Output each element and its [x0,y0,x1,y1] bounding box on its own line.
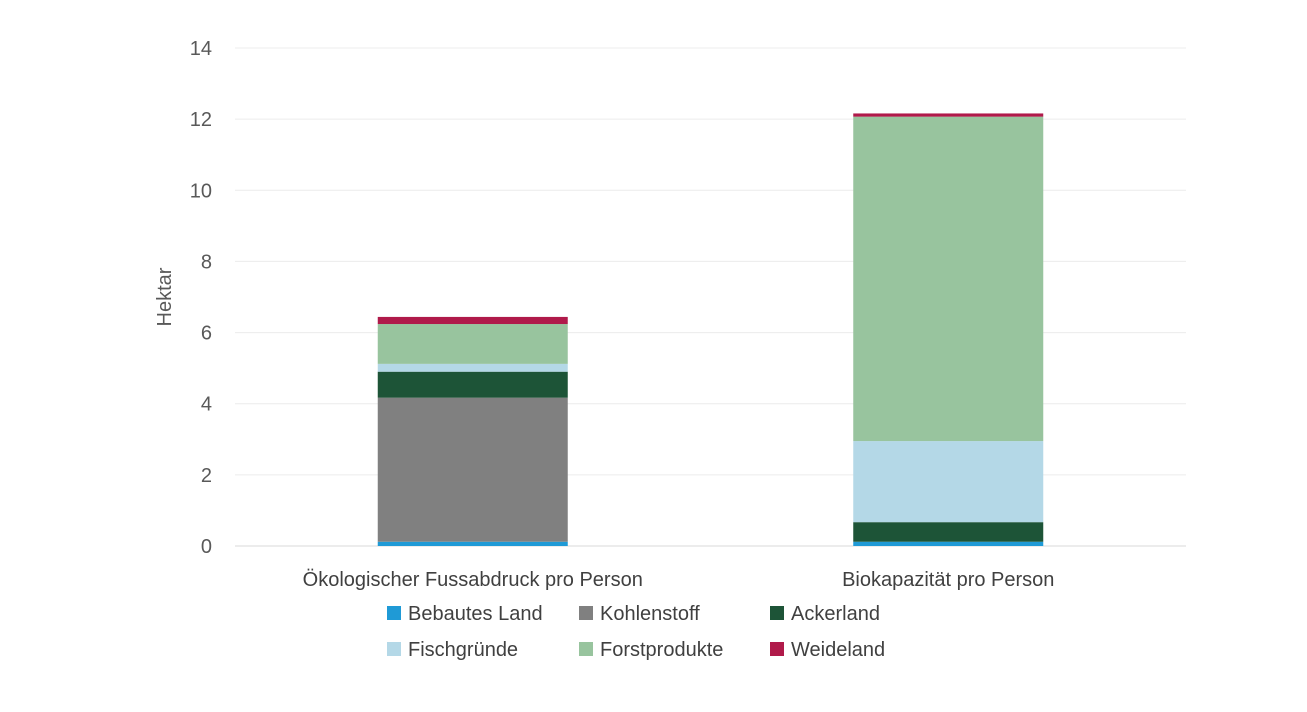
x-axis-categories: Ökologischer Fussabdruck pro Person Bioka… [303,569,1055,591]
legend-item: Bebautes Land [387,603,543,625]
bar-segment [377,397,568,542]
legend-item: Weideland [770,639,885,661]
y-tick-label: 8 [201,251,212,273]
gridlines [235,47,1186,547]
y-tick-label: 6 [201,323,212,345]
legend-swatch [387,606,401,620]
y-tick-label: 4 [201,394,212,416]
legend-label: Weideland [791,639,885,661]
legend-swatch [579,606,593,620]
bars [377,113,1044,546]
y-axis-label: Hektar [154,267,176,326]
legend-label: Fischgründe [408,639,518,661]
bar-segment [377,316,568,325]
legend-swatch [770,642,784,656]
bar-segment [853,113,1044,117]
bar-segment [377,363,568,372]
y-axis-ticks: 0 2 4 6 8 10 12 14 [190,38,212,558]
bar-segment [853,116,1044,442]
y-tick-label: 12 [190,109,212,131]
legend-swatch [579,642,593,656]
bar-segment [853,541,1044,546]
y-tick-label: 10 [190,180,212,202]
legend-item: Forstprodukte [579,639,723,661]
legend-swatch [387,642,401,656]
x-category-label: Ökologischer Fussabdruck pro Person [303,569,643,591]
legend-item: Kohlenstoff [579,603,700,625]
y-tick-label: 2 [201,465,212,487]
x-category-label: Biokapazität pro Person [842,569,1054,591]
legend-item: Ackerland [770,603,880,625]
bar-segment [377,541,568,546]
y-tick-label: 14 [190,38,212,60]
legend-swatch [770,606,784,620]
bar-segment [853,522,1044,542]
bar-segment [377,324,568,364]
legend-label: Forstprodukte [600,639,723,661]
bar-segment [377,371,568,398]
legend-label: Bebautes Land [408,603,543,625]
legend: Bebautes Land Kohlenstoff Ackerland Fischgr… [387,603,885,661]
legend-label: Kohlenstoff [600,603,700,625]
legend-item: Fischgründe [387,639,518,661]
y-tick-label: 0 [201,536,212,558]
legend-label: Ackerland [791,603,880,625]
bar-segment [853,441,1044,523]
